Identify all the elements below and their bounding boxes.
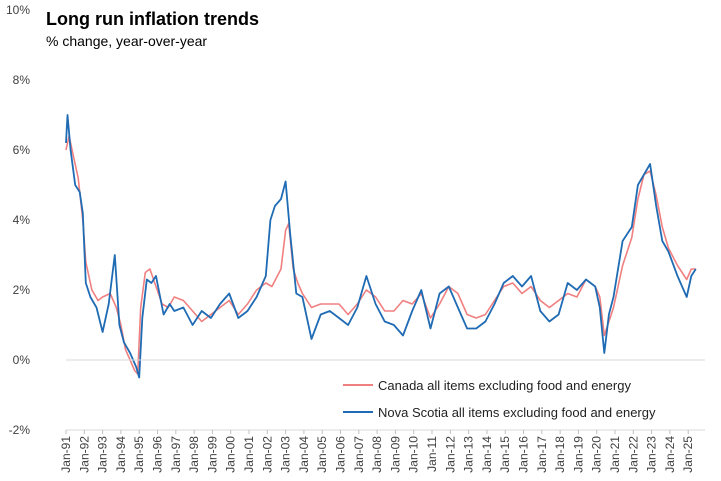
series-line-1 xyxy=(65,135,696,375)
legend-label-2: Nova Scotia all items excluding food and… xyxy=(378,405,656,420)
x-tick-label: Jan-23 xyxy=(645,436,659,473)
x-tick-label: Jan-20 xyxy=(590,436,604,473)
x-tick-label: Jan-18 xyxy=(553,436,567,473)
x-tick-label: Jan-91 xyxy=(59,436,73,473)
x-tick-label: Jan-22 xyxy=(626,436,640,473)
x-tick-label: Jan-09 xyxy=(388,436,402,473)
x-tick-label: Jan-00 xyxy=(224,436,238,473)
x-tick-label: Jan-04 xyxy=(297,436,311,473)
x-tick-label: Jan-95 xyxy=(132,436,146,473)
x-tick-label: Jan-07 xyxy=(352,436,366,473)
y-tick-label: 10% xyxy=(6,3,30,17)
x-tick-label: Jan-06 xyxy=(334,436,348,473)
x-tick-label: Jan-25 xyxy=(681,436,695,473)
x-tick-label: Jan-12 xyxy=(443,436,457,473)
y-tick-label: 2% xyxy=(13,283,31,297)
x-tick-label: Jan-97 xyxy=(169,436,183,473)
x-axis: Jan-91 Jan-92 Jan-93 Jan-94 Jan-95 Jan-96 Jan-… xyxy=(59,359,705,473)
y-tick-label: 6% xyxy=(13,143,31,157)
x-tick-label: Jan-02 xyxy=(260,436,274,473)
x-tick-label: Jan-16 xyxy=(517,436,531,473)
chart-title: Long run inflation trends xyxy=(46,9,259,29)
x-tick-label: Jan-19 xyxy=(571,436,585,473)
x-tick-label: Jan-01 xyxy=(242,436,256,473)
x-tick-label: Jan-99 xyxy=(205,436,219,473)
y-tick-label: 0% xyxy=(13,353,31,367)
x-tick-label: Jan-14 xyxy=(480,436,494,473)
x-tick-label: Jan-17 xyxy=(535,436,549,473)
x-tick-label: Jan-92 xyxy=(77,436,91,473)
x-tick-label: Jan-21 xyxy=(608,436,622,473)
x-tick-label: Jan-96 xyxy=(151,436,165,473)
x-tick-label: Jan-10 xyxy=(407,436,421,473)
chart-subtitle: % change, year-over-year xyxy=(46,33,208,49)
x-tick-label: Jan-11 xyxy=(425,436,439,472)
y-tick-label: -2% xyxy=(9,423,31,437)
x-tick-label: Jan-24 xyxy=(663,436,677,473)
series-line-2 xyxy=(65,114,697,379)
y-tick-label: 4% xyxy=(13,213,31,227)
x-tick-label: Jan-93 xyxy=(96,436,110,473)
x-tick-label: Jan-98 xyxy=(187,436,201,473)
x-tick-label: Jan-08 xyxy=(370,436,384,473)
legend-label-1: Canada all items excluding food and ener… xyxy=(378,378,631,393)
x-tick-label: Jan-13 xyxy=(462,436,476,473)
y-axis: -2% 0% 2% 4% 6% 8% 10% xyxy=(6,3,30,437)
x-tick-label: Jan-05 xyxy=(315,436,329,473)
plot-lines xyxy=(65,114,697,379)
x-tick-label: Jan-03 xyxy=(279,436,293,473)
y-tick-label: 8% xyxy=(13,73,31,87)
legend: Canada all items excluding food and ener… xyxy=(343,378,656,420)
x-tick-label: Jan-15 xyxy=(498,436,512,473)
x-tick-label: Jan-94 xyxy=(114,436,128,473)
